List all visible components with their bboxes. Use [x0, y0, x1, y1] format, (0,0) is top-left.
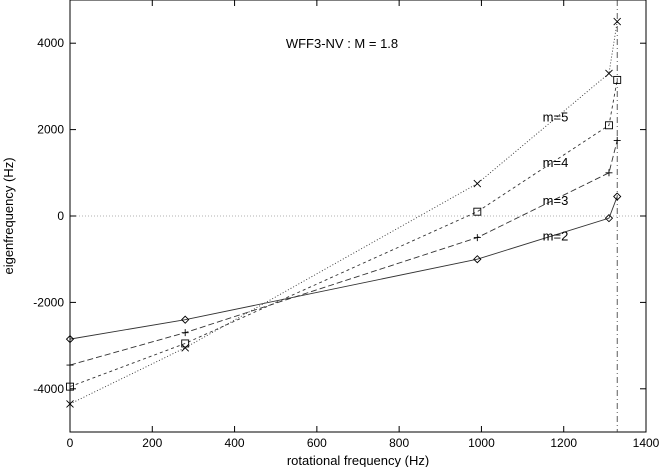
- x-tick-label: 1400: [633, 436, 660, 450]
- y-tick-label: 2000: [37, 123, 64, 137]
- chart-title: WFF3-NV : M = 1.8: [286, 36, 398, 51]
- x-tick-label: 600: [307, 436, 327, 450]
- x-tick-label: 1000: [468, 436, 495, 450]
- data-point-m=4: [66, 382, 74, 391]
- series-line-m=2: [69, 196, 618, 340]
- data-point-m=4: [605, 121, 613, 130]
- annotation-m=5: m=5: [543, 110, 569, 125]
- data-point-m=2: [613, 192, 622, 201]
- x-tick-label: 1200: [550, 436, 577, 450]
- annotation-m=3: m=3: [543, 193, 569, 208]
- data-point-m=2: [65, 334, 75, 344]
- data-point-m=2: [473, 255, 482, 264]
- data-point-m=5: [66, 400, 74, 408]
- x-axis-label: rotational frequency (Hz): [287, 453, 429, 467]
- y-tick-label: -2000: [33, 295, 64, 309]
- data-point-m=5: [613, 17, 622, 26]
- data-point-m=3: [605, 169, 613, 177]
- y-tick-label: -4000: [33, 382, 64, 396]
- x-tick-label: 800: [389, 436, 409, 450]
- data-point-m=5: [473, 179, 482, 188]
- y-tick-label: 0: [57, 209, 64, 223]
- series-line-m=4: [69, 79, 618, 388]
- data-point-m=3: [473, 234, 481, 242]
- y-axis-label: eigenfrequency (Hz): [1, 157, 16, 274]
- y-tick-label: 4000: [37, 36, 64, 50]
- annotation-m=4: m=4: [543, 155, 569, 170]
- data-point-m=2: [181, 315, 190, 324]
- x-tick-label: 200: [142, 436, 162, 450]
- data-point-m=5: [181, 343, 190, 352]
- x-tick-label: 0: [67, 436, 74, 450]
- data-point-m=5: [605, 69, 613, 78]
- data-point-m=3: [613, 136, 621, 144]
- annotations-layer: m=5 m=4 m=3 m=2: [543, 110, 569, 244]
- data-point-m=3: [66, 361, 74, 369]
- data-point-m=4: [613, 75, 622, 84]
- ticks-layer: 0 200 400 600 800 1000 1200 1400 -4000 -2000 0 2000…: [33, 0, 660, 450]
- data-point-m=4: [473, 207, 482, 216]
- series-layer: [65, 17, 622, 408]
- data-point-m=2: [604, 214, 614, 223]
- x-tick-label: 400: [225, 436, 245, 450]
- data-point-m=3: [181, 329, 189, 337]
- annotation-m=2: m=2: [543, 228, 569, 243]
- data-point-m=4: [181, 339, 190, 348]
- series-line-m=5: [69, 21, 618, 405]
